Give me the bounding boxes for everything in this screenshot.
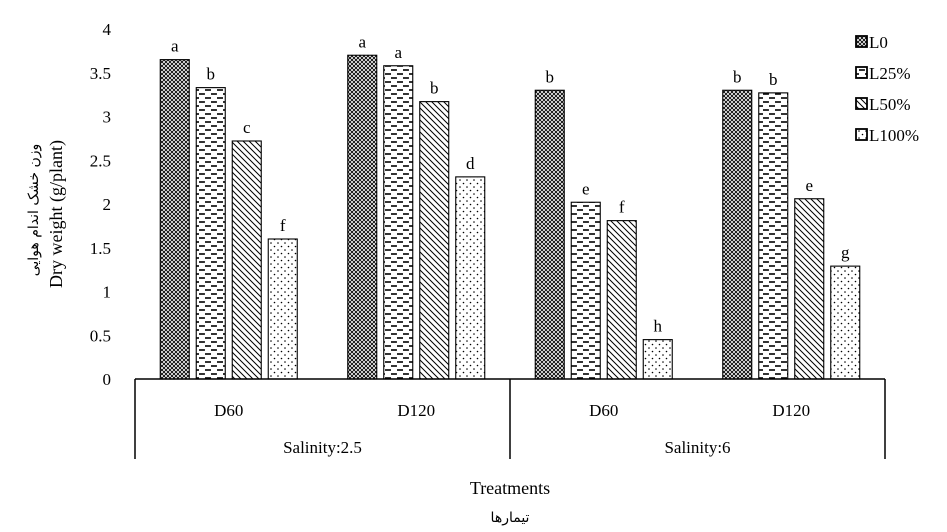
legend: L0 L25% L50% L100% xyxy=(855,33,919,145)
y-axis-title-farsi: وزن خشک اندام هوایی xyxy=(26,144,42,277)
y-tick-label: 1.5 xyxy=(90,239,111,258)
category-label: D120 xyxy=(772,401,810,420)
y-tick-label: 4 xyxy=(103,20,112,39)
group-label: Salinity:2.5 xyxy=(283,438,362,457)
bar-l50pct-2 xyxy=(606,220,637,380)
y-tick-label: 3.5 xyxy=(90,64,111,83)
significance-letters: a b c f a a b d b e f h b b e g xyxy=(171,32,850,335)
bar-l100pct-3 xyxy=(830,265,861,380)
significance-letter: b xyxy=(430,79,439,98)
x-axis-title-farsi: تیمارها xyxy=(491,510,530,526)
significance-letter: e xyxy=(805,176,813,195)
significance-letter: h xyxy=(654,317,663,336)
bar-l50pct-1 xyxy=(419,101,450,380)
category-label: D60 xyxy=(214,401,243,420)
y-tick-label: 0 xyxy=(103,370,112,389)
significance-letter: e xyxy=(582,179,590,198)
y-tick-label: 0.5 xyxy=(90,326,111,345)
bar-l50pct-0 xyxy=(231,140,262,380)
bar-l100pct-0 xyxy=(267,238,298,380)
y-tick-label: 2 xyxy=(103,195,112,214)
bar-l50pct-3 xyxy=(794,198,825,380)
bar-l0-0 xyxy=(159,59,190,380)
significance-letter: b xyxy=(733,67,742,86)
bar-l0-2 xyxy=(534,89,565,380)
significance-letter: c xyxy=(243,118,251,137)
y-axis-title: Dry weight (g/plant) xyxy=(46,140,67,288)
bar-l25pct-0 xyxy=(195,87,226,380)
category-label: D120 xyxy=(397,401,435,420)
significance-letter: b xyxy=(207,65,216,84)
significance-letter: g xyxy=(841,243,850,262)
significance-letter: b xyxy=(546,67,555,86)
significance-letter: f xyxy=(280,216,286,235)
legend-swatch xyxy=(855,66,868,79)
legend-label: L100% xyxy=(869,126,919,145)
legend-swatch xyxy=(855,35,868,48)
category-label: D60 xyxy=(589,401,618,420)
significance-letter: a xyxy=(394,43,402,62)
legend-label: L0 xyxy=(869,33,888,52)
significance-letter: a xyxy=(358,32,366,51)
category-axis: D60 D120 D60 D120 Salinity:2.5 Salinity:6 xyxy=(134,379,886,459)
y-tick-label: 2.5 xyxy=(90,151,111,170)
significance-letter: a xyxy=(171,37,179,56)
bar-l0-3 xyxy=(722,89,753,380)
bar-l25pct-2 xyxy=(570,201,601,380)
bar-l0-1 xyxy=(347,54,378,380)
significance-letter: b xyxy=(769,70,778,89)
legend-label: L50% xyxy=(869,95,911,114)
bar-l25pct-3 xyxy=(758,92,789,380)
x-axis-title: Treatments xyxy=(470,478,550,498)
legend-swatch xyxy=(855,128,868,141)
y-tick-label: 3 xyxy=(103,108,112,127)
legend-swatch xyxy=(855,97,868,110)
significance-letter: f xyxy=(619,198,625,217)
significance-letter: d xyxy=(466,154,475,173)
y-axis-ticks: 0 0.5 1 1.5 2 2.5 3 3.5 4 xyxy=(90,20,112,389)
y-tick-label: 1 xyxy=(103,283,112,302)
bar-l100pct-1 xyxy=(455,176,486,380)
bar-l100pct-2 xyxy=(642,339,673,380)
group-label: Salinity:6 xyxy=(664,438,730,457)
legend-label: L25% xyxy=(869,64,911,83)
bar-l25pct-1 xyxy=(383,65,414,380)
bars xyxy=(159,54,861,380)
